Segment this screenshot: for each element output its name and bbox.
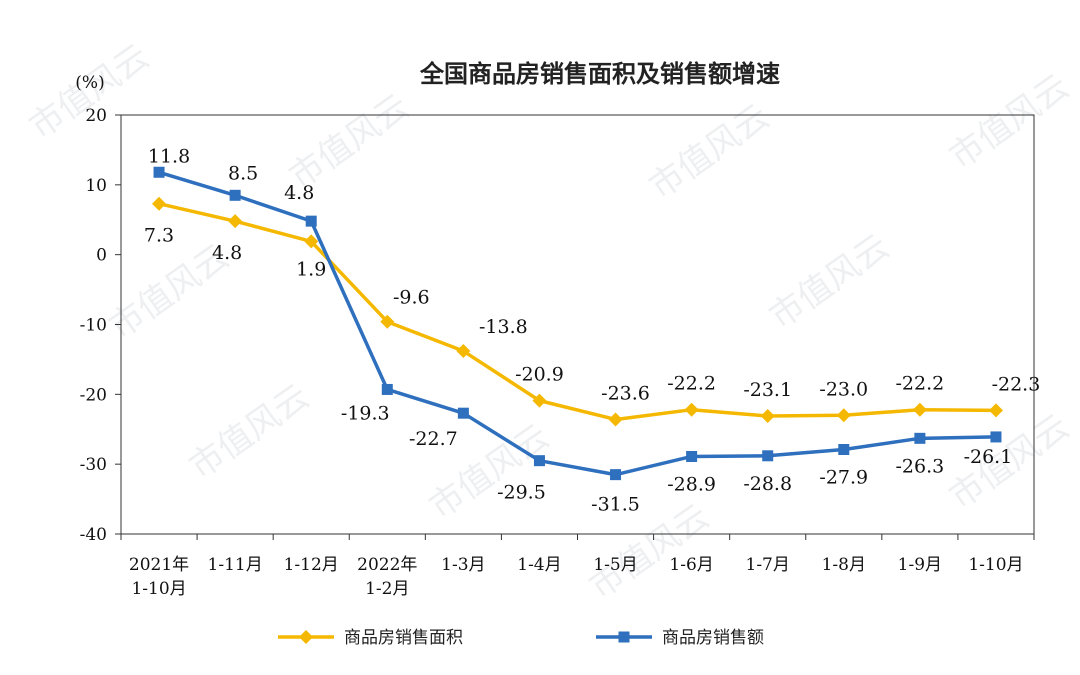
y-tick-label: 0 [96,246,107,266]
y-tick-label: -40 [80,525,107,545]
y-tick-label: -10 [80,316,107,336]
data-point-square [610,469,622,481]
data-point-square [762,450,774,462]
data-label: -26.1 [964,446,1013,468]
data-point-diamond [228,214,243,229]
data-point-diamond [912,402,927,417]
x-tick-label: 1-4月 [517,555,561,575]
watermark-text: 市值风云 [642,97,776,208]
x-tick-label: 1-12月 [284,555,339,575]
data-label: -26.3 [896,455,945,477]
data-point-square [381,383,393,395]
series-layer [152,166,1003,481]
data-label: -22.7 [409,428,458,450]
data-label: -23.6 [601,382,650,404]
y-tick-label: -30 [80,455,107,475]
legend-label: 商品房销售额 [662,628,764,648]
y-tick-label: 20 [85,106,107,126]
data-label: -13.8 [479,316,528,338]
data-point-square [686,450,698,462]
data-label: -28.8 [743,473,792,495]
y-axis-unit-label: (%) [75,73,104,93]
data-point-diamond [304,234,319,249]
data-label: 4.8 [212,242,242,264]
data-label: -22.2 [896,373,945,395]
data-label: -22.2 [667,373,716,395]
data-point-diamond [836,408,851,423]
data-label: 8.5 [228,162,258,184]
data-point-diamond [380,314,395,329]
data-label: 4.8 [284,182,314,204]
legend-label: 商品房销售面积 [344,628,463,648]
data-point-square [457,407,469,419]
data-label: 11.8 [148,145,190,167]
data-label: -23.0 [819,378,868,400]
data-label: -23.1 [743,379,792,401]
data-point-diamond [608,412,623,427]
data-point-square [229,189,241,201]
data-point-diamond [988,403,1003,418]
data-label: -29.5 [497,482,546,504]
data-point-diamond [684,402,699,417]
data-point-square [305,215,317,227]
data-point-square [153,166,165,178]
data-point-diamond [152,196,167,211]
legend-marker-square [618,631,630,643]
x-tick-label: 2022年 1-2月 [357,555,417,599]
data-label: 7.3 [144,225,174,247]
x-axis-ticks: 2021年 1-10月 1-11月 1-12月 2022年 1-2月 1-3月 1-4月 1-5… [120,534,1035,599]
watermark-text: 市值风云 [282,87,416,198]
data-label: -22.3 [992,373,1041,395]
series-line-1 [158,170,996,477]
data-point-square [990,431,1002,443]
legend-item-1: 商品房销售额 [596,628,764,648]
y-tick-label: 10 [85,176,107,196]
data-point-square [533,455,545,467]
data-point-square [914,432,926,444]
data-point-diamond [456,344,471,359]
data-label: -9.6 [393,287,430,309]
data-label: -19.3 [341,402,390,424]
x-tick-label: 1-8月 [822,555,866,575]
x-tick-label: 2021年 1-10月 [129,555,189,599]
x-tick-label: 1-6月 [669,555,713,575]
y-axis-ticks: 20 10 0 -10 -20 -30 -40 [80,106,121,545]
x-tick-label: 1-3月 [441,555,485,575]
x-tick-label: 1-7月 [746,555,790,575]
data-label: -31.5 [591,494,640,516]
watermark-text: 市值风云 [182,377,316,488]
legend-marker-diamond [299,630,313,644]
data-point-diamond [760,408,775,423]
x-tick-label: 1-10月 [968,555,1023,575]
x-tick-label: 1-9月 [898,555,942,575]
data-label: 1.9 [296,258,326,280]
chart-title: 全国商品房销售面积及销售额增速 [419,60,780,88]
data-label: -20.9 [515,364,564,386]
legend: 商品房销售面积 商品房销售额 [278,628,764,648]
watermark-text: 市值风云 [942,67,1076,178]
watermark-text: 市值风云 [762,227,896,338]
x-tick-label: 1-5月 [593,555,637,575]
y-tick-label: -20 [80,385,107,405]
data-point-diamond [532,393,547,408]
data-point-square [838,444,850,456]
legend-item-0: 商品房销售面积 [278,628,463,648]
data-label: -28.9 [667,473,716,495]
data-label: -27.9 [819,467,868,489]
x-tick-label: 1-11月 [208,555,263,575]
series-line-0 [158,201,996,422]
data-labels: 7.3 4.8 1.9 -9.6 -13.8 -20.9 -23.6 -22.2 -23.1 -2… [144,145,1040,515]
